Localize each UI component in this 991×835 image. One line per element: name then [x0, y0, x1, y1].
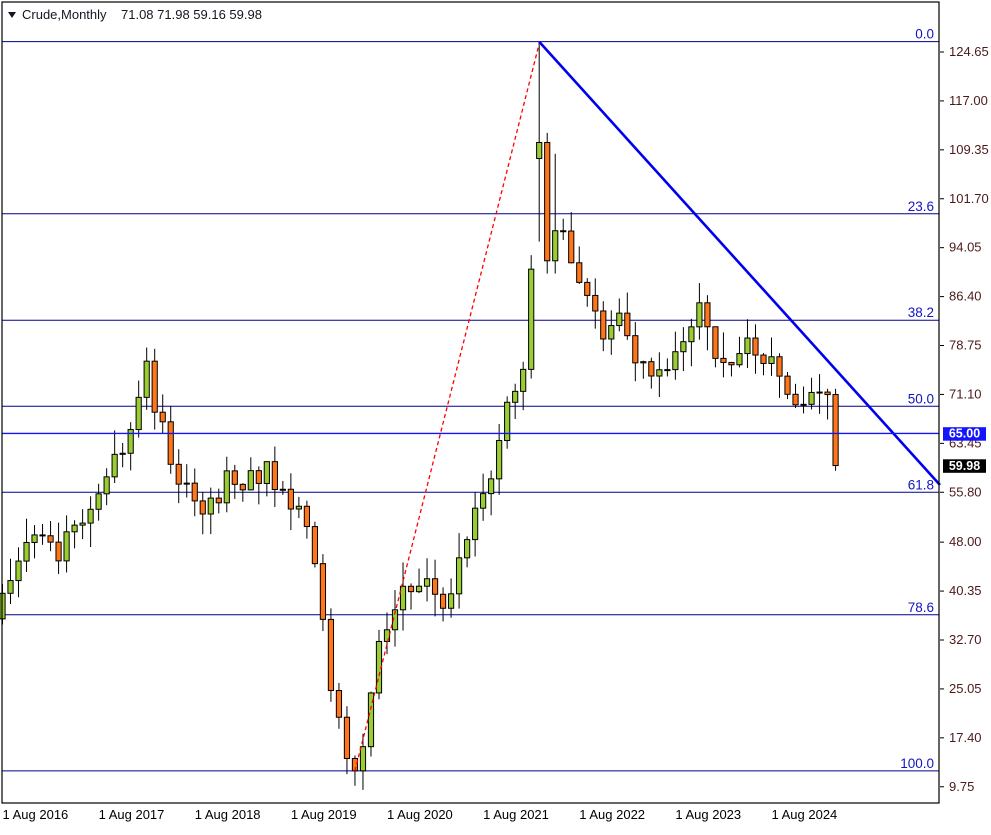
svg-text:0.0: 0.0	[915, 27, 934, 42]
svg-text:50.0: 50.0	[908, 391, 934, 406]
svg-text:23.6: 23.6	[908, 199, 934, 214]
svg-text:124.65: 124.65	[949, 44, 989, 59]
svg-text:100.0: 100.0	[900, 756, 934, 771]
svg-text:71.10: 71.10	[949, 386, 982, 401]
svg-text:1 Aug 2018: 1 Aug 2018	[195, 807, 261, 822]
svg-text:17.40: 17.40	[949, 730, 982, 745]
svg-text:1 Aug 2019: 1 Aug 2019	[291, 807, 357, 822]
svg-text:71.08 71.98 59.16 59.98: 71.08 71.98 59.16 59.98	[121, 7, 262, 22]
svg-text:61.8: 61.8	[908, 477, 934, 492]
svg-text:109.35: 109.35	[949, 142, 989, 157]
svg-text:38.2: 38.2	[908, 305, 934, 320]
svg-text:117.00: 117.00	[949, 93, 988, 108]
svg-text:94.05: 94.05	[949, 240, 982, 255]
svg-text:1 Aug 2022: 1 Aug 2022	[579, 807, 645, 822]
svg-text:1 Aug 2016: 1 Aug 2016	[3, 807, 69, 822]
svg-text:55.80: 55.80	[949, 484, 982, 499]
svg-text:1 Aug 2024: 1 Aug 2024	[772, 807, 838, 822]
svg-text:1 Aug 2017: 1 Aug 2017	[99, 807, 165, 822]
svg-text:59.98: 59.98	[949, 459, 980, 473]
svg-text:86.40: 86.40	[949, 289, 982, 304]
svg-text:25.05: 25.05	[949, 681, 982, 696]
svg-text:32.70: 32.70	[949, 632, 982, 647]
svg-text:9.75: 9.75	[949, 779, 974, 794]
svg-text:1 Aug 2020: 1 Aug 2020	[387, 807, 453, 822]
svg-text:1 Aug 2023: 1 Aug 2023	[675, 807, 741, 822]
svg-text:Crude,Monthly: Crude,Monthly	[22, 7, 107, 22]
svg-text:40.35: 40.35	[949, 583, 982, 598]
svg-text:78.6: 78.6	[908, 600, 934, 615]
svg-text:78.75: 78.75	[949, 338, 982, 353]
svg-text:101.70: 101.70	[949, 191, 989, 206]
svg-text:65.00: 65.00	[949, 427, 980, 441]
svg-text:1 Aug 2021: 1 Aug 2021	[483, 807, 549, 822]
svg-text:48.00: 48.00	[949, 534, 982, 549]
